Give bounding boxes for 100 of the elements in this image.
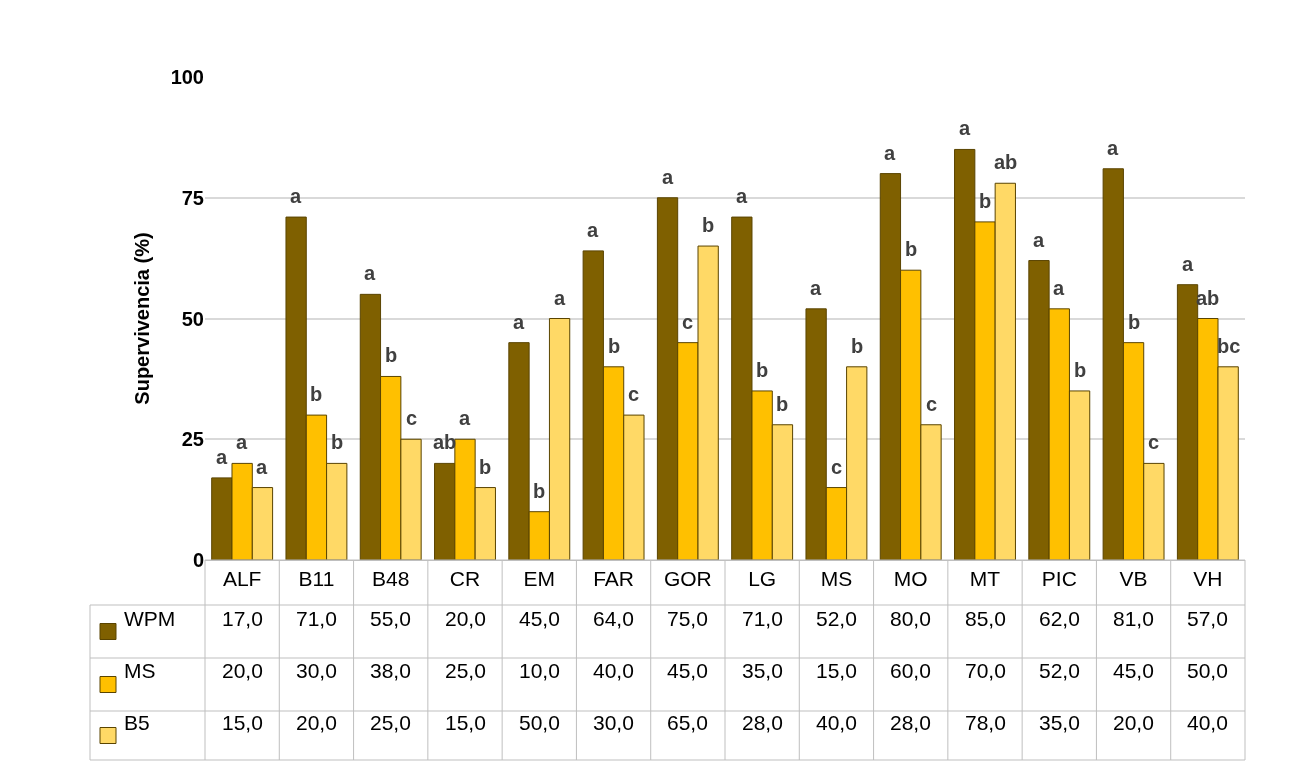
data-label: 20,0: [445, 607, 486, 630]
x-tick-label: GOR: [663, 567, 712, 591]
x-tick-label: ALF: [222, 567, 262, 591]
data-label: 10,0: [519, 659, 560, 682]
annotation: b: [905, 238, 918, 260]
data-label: 64,0: [593, 607, 634, 630]
x-tick-label: MO: [893, 567, 928, 591]
data-label: 71,0: [296, 607, 337, 630]
data-label: 25,0: [370, 711, 411, 734]
annotation: a: [736, 185, 748, 207]
annotation: a: [513, 311, 525, 333]
annotation: a: [459, 407, 471, 429]
y-axis-title: Supervivencia (%): [131, 232, 154, 405]
x-tick-label: MS: [820, 567, 853, 591]
data-label: 45,0: [1113, 659, 1154, 682]
data-label: 50,0: [519, 711, 560, 734]
data-label: 30,0: [593, 711, 634, 734]
annotation: b: [310, 383, 323, 405]
data-label: 28,0: [742, 711, 783, 734]
data-label: 38,0: [370, 659, 411, 682]
annotation: c: [406, 407, 418, 429]
x-tick-label: MT: [969, 567, 1001, 591]
annotation: a: [554, 287, 566, 309]
annotation: ab: [994, 151, 1018, 173]
x-tick-label: B48: [372, 567, 410, 591]
data-label: 70,0: [965, 659, 1006, 682]
data-label: 15,0: [445, 711, 486, 734]
legend-label: B5: [124, 711, 150, 734]
annotation: a: [364, 262, 376, 284]
annotation: c: [831, 456, 843, 478]
data-label: 20,0: [1113, 711, 1154, 734]
annotation: b: [851, 335, 864, 357]
data-label: 65,0: [667, 711, 708, 734]
annotation: a: [236, 431, 248, 453]
x-tick-label: FAR: [593, 567, 634, 591]
annotation: c: [1148, 431, 1160, 453]
annotation: b: [756, 359, 769, 381]
data-label: 28,0: [890, 711, 931, 734]
data-label: 20,0: [222, 659, 263, 682]
y-tick-label: 50: [181, 307, 204, 330]
annotation: a: [290, 185, 302, 207]
x-tick-label: LG: [748, 567, 777, 591]
annotation: a: [959, 117, 971, 139]
data-label: 20,0: [296, 711, 337, 734]
x-tick-label: PIC: [1041, 567, 1077, 591]
data-label: 60,0: [890, 659, 931, 682]
data-label: 15,0: [816, 659, 857, 682]
annotation: a: [810, 277, 822, 299]
legend-label: MS: [124, 659, 156, 682]
data-label: 85,0: [965, 607, 1006, 630]
y-tick-label: 25: [181, 428, 204, 451]
annotation: b: [533, 480, 546, 502]
annotation: b: [331, 431, 344, 453]
annotation: a: [216, 446, 228, 468]
data-label: 80,0: [890, 607, 931, 630]
x-tick-label: B11: [298, 567, 335, 591]
annotation: a: [256, 456, 268, 478]
annotation: a: [662, 166, 674, 188]
data-label: 25,0: [445, 659, 486, 682]
data-label: 52,0: [816, 607, 857, 630]
data-label: 50,0: [1187, 659, 1228, 682]
data-label: 15,0: [222, 711, 263, 734]
annotation: b: [1128, 311, 1141, 333]
data-label: 55,0: [370, 607, 411, 630]
data-label: 45,0: [667, 659, 708, 682]
annotation: b: [479, 456, 492, 478]
annotation: a: [587, 219, 599, 241]
annotation: c: [926, 393, 938, 415]
y-tick-label: 75: [181, 186, 204, 209]
annotation: c: [628, 383, 640, 405]
x-tick-label: VB: [1119, 567, 1148, 591]
data-label: 35,0: [742, 659, 783, 682]
annotation: b: [979, 190, 992, 212]
data-label: 40,0: [593, 659, 634, 682]
annotation: b: [385, 344, 398, 366]
data-label: 45,0: [519, 607, 560, 630]
x-tick-label: CR: [449, 567, 481, 591]
y-tick-label: 0: [192, 549, 204, 571]
data-label: 40,0: [1187, 711, 1228, 734]
annotation: b: [608, 335, 621, 357]
annotation: a: [1107, 137, 1119, 159]
data-label: 78,0: [965, 711, 1006, 734]
data-label: 52,0: [1039, 659, 1080, 682]
annotation: b: [702, 214, 715, 236]
data-label: 75,0: [667, 607, 708, 630]
data-label: 40,0: [816, 711, 857, 734]
annotation: c: [682, 311, 694, 333]
annotation: b: [776, 393, 789, 415]
data-label: 35,0: [1039, 711, 1080, 734]
data-label: 17,0: [222, 607, 263, 630]
legend-label: WPM: [124, 607, 176, 630]
data-label: 30,0: [296, 659, 337, 682]
data-label: 71,0: [742, 607, 783, 630]
annotation: a: [1182, 253, 1194, 275]
annotation: a: [1053, 277, 1065, 299]
annotation: b: [1074, 359, 1087, 381]
data-label: 81,0: [1113, 607, 1154, 630]
x-tick-label: EM: [523, 567, 556, 591]
annotation: a: [884, 142, 896, 164]
data-label: 62,0: [1039, 607, 1080, 630]
